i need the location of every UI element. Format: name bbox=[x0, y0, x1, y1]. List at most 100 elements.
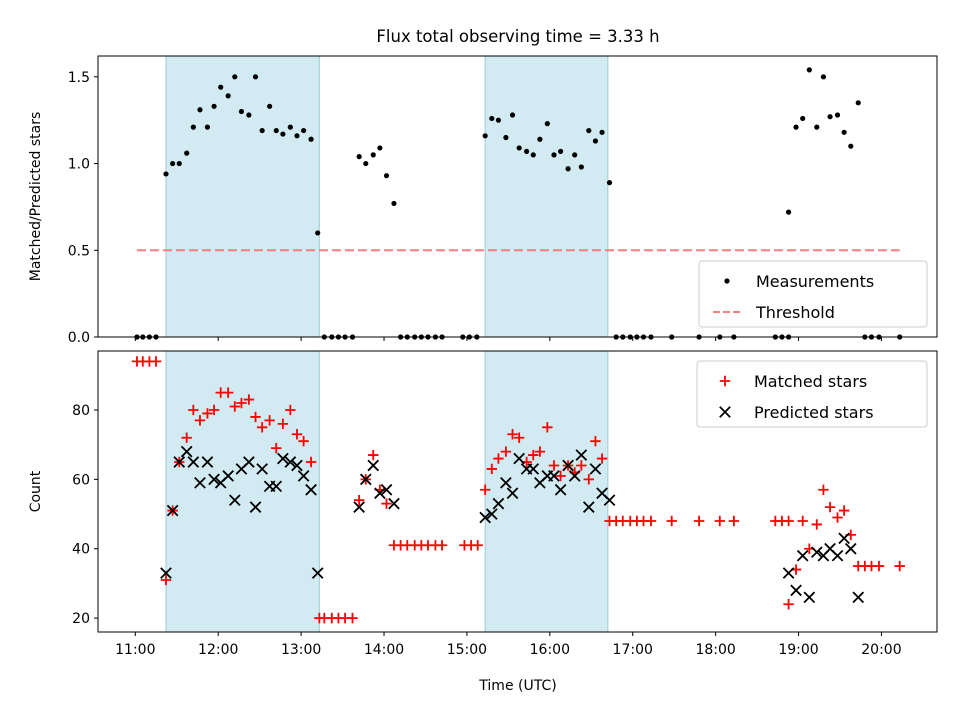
y-tick-label: 60 bbox=[72, 472, 90, 488]
data-point bbox=[495, 117, 502, 123]
data-point bbox=[197, 107, 203, 113]
data-point bbox=[163, 171, 169, 177]
data-point bbox=[204, 124, 211, 130]
data-point bbox=[800, 115, 806, 122]
data-point bbox=[844, 542, 857, 555]
data-point bbox=[565, 166, 571, 172]
data-point bbox=[301, 127, 307, 134]
data-point bbox=[305, 456, 317, 468]
data-point bbox=[383, 173, 390, 179]
axes-frame bbox=[97, 350, 938, 633]
data-point bbox=[492, 497, 505, 510]
data-point bbox=[590, 435, 601, 447]
data-point bbox=[589, 463, 602, 475]
y-tick-label: 20 bbox=[72, 611, 90, 627]
shaded-interval-1 bbox=[165, 55, 320, 338]
data-point bbox=[225, 93, 231, 99]
axes-frame bbox=[97, 55, 938, 338]
data-point bbox=[252, 74, 259, 80]
data-point bbox=[528, 449, 539, 461]
data-point bbox=[232, 74, 238, 80]
data-point bbox=[188, 404, 199, 416]
data-point bbox=[554, 483, 567, 496]
series-predicted-stars bbox=[160, 445, 865, 604]
legend-label: Threshold bbox=[755, 303, 835, 322]
data-point bbox=[472, 540, 483, 551]
legend-label: Measurements bbox=[756, 272, 874, 291]
data-point bbox=[814, 124, 820, 130]
data-point bbox=[848, 143, 854, 149]
data-point bbox=[436, 540, 448, 551]
legend-box bbox=[696, 360, 928, 428]
data-point bbox=[548, 470, 560, 482]
data-point bbox=[370, 152, 376, 158]
data-point bbox=[368, 449, 379, 461]
legend-label: Predicted stars bbox=[754, 403, 874, 422]
data-point bbox=[551, 152, 557, 158]
legend-marker bbox=[724, 278, 730, 284]
data-point bbox=[256, 463, 268, 475]
data-point bbox=[513, 432, 525, 443]
data-point bbox=[603, 494, 616, 507]
y-axis-label: Matched/Predicted stars bbox=[28, 112, 44, 282]
data-point bbox=[645, 515, 657, 527]
data-point bbox=[298, 435, 309, 447]
data-point bbox=[181, 432, 192, 443]
y-tick-label: 0.0 bbox=[68, 330, 90, 346]
x-tick-label: 19:00 bbox=[778, 642, 818, 658]
data-point bbox=[542, 422, 553, 433]
data-point bbox=[238, 108, 245, 115]
data-point bbox=[243, 456, 255, 468]
data-point bbox=[208, 473, 220, 486]
data-point bbox=[173, 456, 186, 468]
x-tick-label: 13:00 bbox=[281, 642, 321, 658]
data-point bbox=[353, 501, 365, 513]
data-point bbox=[544, 121, 550, 127]
data-point bbox=[503, 134, 509, 141]
data-point bbox=[277, 418, 289, 430]
data-point bbox=[243, 394, 255, 405]
data-point bbox=[297, 470, 310, 482]
x-tick-label: 20:00 bbox=[861, 642, 901, 658]
data-point bbox=[493, 453, 504, 464]
data-point bbox=[246, 112, 252, 118]
data-point bbox=[388, 497, 400, 510]
data-point bbox=[353, 494, 365, 506]
data-point bbox=[287, 124, 293, 130]
data-point bbox=[236, 397, 247, 409]
data-point bbox=[367, 459, 380, 472]
data-point bbox=[229, 401, 240, 412]
data-point bbox=[586, 127, 592, 134]
series-matched-stars bbox=[131, 356, 905, 624]
data-point bbox=[187, 456, 200, 468]
data-point bbox=[606, 180, 613, 186]
data-point bbox=[506, 487, 519, 500]
data-point bbox=[558, 148, 564, 155]
data-point bbox=[796, 549, 809, 562]
data-point bbox=[562, 459, 574, 472]
data-point bbox=[285, 404, 296, 416]
data-point bbox=[824, 501, 836, 513]
data-point bbox=[527, 463, 540, 475]
data-point bbox=[666, 515, 677, 527]
legend: Matched stars Predicted stars bbox=[696, 360, 928, 428]
data-point bbox=[184, 150, 190, 156]
data-point bbox=[486, 463, 497, 475]
shaded-interval-2 bbox=[484, 55, 609, 338]
chart-title: Flux total observing time = 3.33 h bbox=[376, 27, 659, 46]
shaded-interval-1 bbox=[165, 350, 320, 633]
y-tick-label: 40 bbox=[72, 542, 90, 558]
data-point bbox=[208, 404, 220, 416]
data-point bbox=[308, 136, 314, 142]
x-tick-label: 16:00 bbox=[530, 642, 570, 658]
data-point bbox=[568, 470, 581, 482]
data-point bbox=[831, 549, 844, 562]
data-point bbox=[783, 599, 794, 610]
data-point bbox=[284, 456, 297, 468]
data-point bbox=[256, 422, 268, 433]
data-point bbox=[530, 152, 536, 158]
data-point bbox=[347, 612, 358, 624]
legend-marker bbox=[719, 406, 731, 418]
data-point bbox=[180, 445, 193, 458]
